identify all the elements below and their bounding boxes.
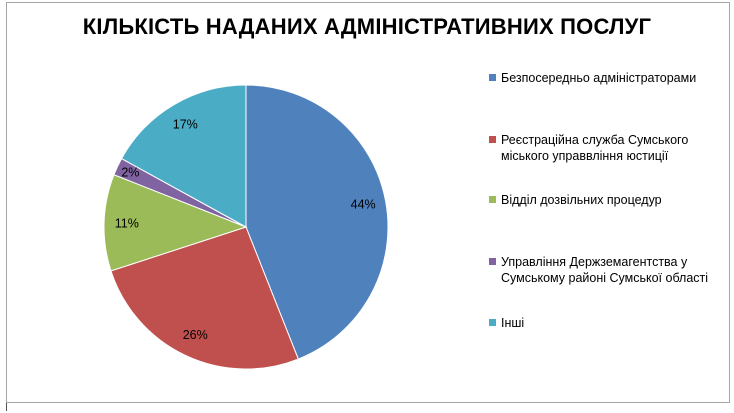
legend-swatch (489, 258, 496, 265)
frame-edge-mark (6, 403, 7, 411)
legend-swatch (489, 136, 496, 143)
legend-label: Інші (501, 316, 525, 330)
legend-swatch (489, 74, 496, 81)
legend-item-registration-service: Реєстраційна служба Сумського міського у… (489, 132, 721, 164)
legend-label: Управління Держземагентства у Сумському … (501, 255, 709, 285)
pie-slice-permits-department (103, 174, 248, 272)
legend-item-permits-department: Відділ дозвільних процедур (489, 192, 662, 208)
legend-item-land-agency: Управління Держземагентства у Сумському … (489, 254, 726, 286)
pie-slice-registration-service (110, 226, 299, 370)
legend-item-other: Інші (489, 315, 524, 331)
chart-title: КІЛЬКІСТЬ НАДАНИХ АДМІНІСТРАТИВНИХ ПОСЛУ… (82, 14, 652, 39)
legend-item-direct-admins: Безпосередньо адміністраторами (489, 70, 696, 86)
legend-label: Реєстраційна служба Сумського міського у… (501, 133, 689, 163)
pie-data-label: 17% (173, 117, 198, 131)
legend-swatch (489, 319, 496, 326)
pie-data-label: 44% (351, 198, 376, 212)
pie-data-label: 11% (115, 216, 139, 230)
pie-slice-other (120, 84, 247, 228)
legend-label: Безпосередньо адміністраторами (501, 71, 697, 85)
legend-label: Відділ дозвільних процедур (501, 193, 662, 207)
pie-slice-direct-admins (245, 84, 389, 360)
legend-swatch (489, 196, 496, 203)
pie-data-label: 26% (183, 328, 208, 342)
pie-data-label: 2% (121, 166, 139, 180)
